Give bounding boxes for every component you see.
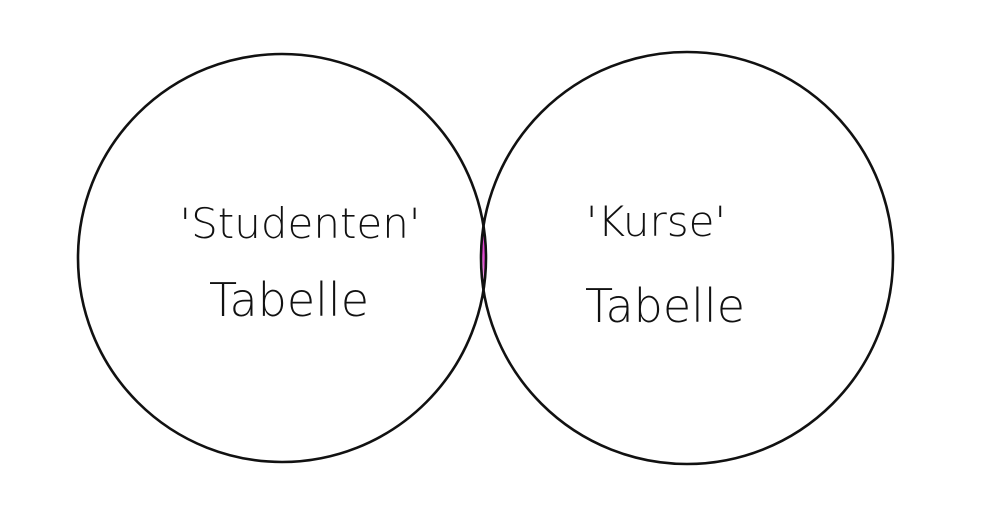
highlight-streak [460,218,478,382]
highlight-streak [515,160,522,330]
left-set-title: 'Studenten' [180,199,421,248]
highlight-streak [468,128,486,362]
highlight-streak [453,148,472,332]
left-set-subtitle: Tabelle [209,273,369,327]
right-set-subtitle: Tabelle [585,279,745,333]
highlight-streak [505,230,518,360]
highlight-streak [446,238,460,332]
left-set-circle [76,52,488,464]
right-set-title: 'Kurse' [586,197,726,246]
intersection-region [446,54,522,462]
highlight-streak [488,140,500,300]
right-set-circle [479,50,895,466]
